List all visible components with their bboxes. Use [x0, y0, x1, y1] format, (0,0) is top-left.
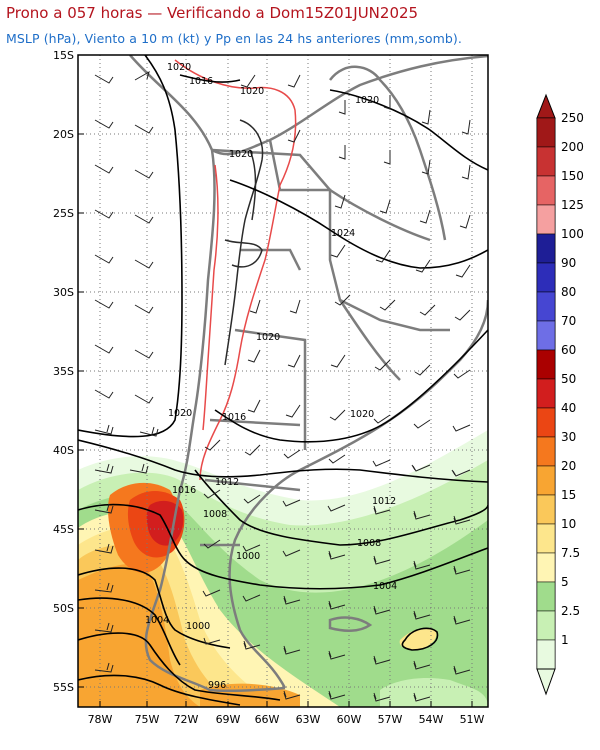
- colorbar-label: 60: [561, 343, 576, 357]
- lat-label: 55S: [53, 681, 74, 694]
- colorbar-label: 50: [561, 372, 576, 386]
- orography-contour: [174, 59, 297, 481]
- colorbar-label: 5: [561, 575, 569, 589]
- lon-label: 63W: [296, 713, 321, 726]
- lon-label: 51W: [460, 713, 485, 726]
- colorbar-swatch: [536, 610, 556, 641]
- lon-label: 60W: [337, 713, 362, 726]
- colorbar-swatch: [536, 262, 556, 293]
- colorbar-label: 70: [561, 314, 576, 328]
- colorbar-label: 150: [561, 169, 584, 183]
- colorbar-swatch: [536, 146, 556, 177]
- colorbar-label: 125: [561, 198, 584, 212]
- isobar-label: 1020: [355, 95, 379, 106]
- colorbar-label: 40: [561, 401, 576, 415]
- colorbar-swatch: [536, 552, 556, 583]
- colorbar-label: 10: [561, 517, 576, 531]
- colorbar-swatch: [536, 639, 556, 670]
- colorbar-label: 80: [561, 285, 576, 299]
- colorbar-swatch: [536, 349, 556, 380]
- isobar-label: 1012: [372, 496, 396, 507]
- colorbar-swatch: [536, 407, 556, 438]
- isobar-label: 1020: [240, 86, 264, 97]
- isobar-label: 1020: [167, 62, 191, 73]
- isobar-label: 1004: [373, 581, 397, 592]
- coastlines-and-borders: [129, 55, 488, 693]
- colorbar-label: 30: [561, 430, 576, 444]
- colorbar-swatch: [536, 204, 556, 235]
- colorbar-swatch: [536, 523, 556, 554]
- isobar-label: 1016: [189, 76, 213, 87]
- colorbar-label: 2.5: [561, 604, 580, 618]
- colorbar-label: 15: [561, 488, 576, 502]
- lat-label: 20S: [53, 128, 74, 141]
- lat-label: 45S: [53, 523, 74, 536]
- colorbar-label: 200: [561, 140, 584, 154]
- colorbar-label: 7.5: [561, 546, 580, 560]
- colorbar-label: 20: [561, 459, 576, 473]
- terrain-contours: [224, 119, 264, 366]
- colorbar-bottom-arrow: [536, 668, 556, 696]
- lon-label: 54W: [419, 713, 444, 726]
- lon-label: 69W: [216, 713, 241, 726]
- lat-label: 30S: [53, 286, 74, 299]
- isobar-label: 1016: [172, 485, 196, 496]
- lon-label: 66W: [255, 713, 280, 726]
- colorbar-label: 100: [561, 227, 584, 241]
- colorbar-label: 90: [561, 256, 576, 270]
- colorbar-swatch: [536, 233, 556, 264]
- colorbar-swatch: [536, 320, 556, 351]
- map-title: Prono a 057 horas — Verificando a Dom15Z…: [6, 4, 419, 22]
- isobar-label: 1008: [203, 509, 227, 520]
- isobar-label: 996: [208, 680, 226, 691]
- isobars: [78, 55, 488, 706]
- isobar-label: 1016: [222, 412, 246, 423]
- isobar-label: 1008: [357, 538, 381, 549]
- map-frame: [77, 54, 489, 708]
- precipitation-colorbar: 250 200 150 125 100 90 80 70 60 50 40 30 20 15 10 7.5 5 2…: [536, 93, 584, 696]
- colorbar-swatch: [536, 436, 556, 467]
- lat-label: 50S: [53, 602, 74, 615]
- colorbar-swatch: [536, 465, 556, 496]
- colorbar-swatch: [536, 581, 556, 612]
- isobar-label: 1004: [145, 615, 169, 626]
- isobar-label: 1020: [350, 409, 374, 420]
- map-subtitle: MSLP (hPa), Viento a 10 m (kt) y Pp en l…: [6, 31, 462, 46]
- isobar-label: 1012: [215, 477, 239, 488]
- colorbar-swatch: [536, 378, 556, 409]
- colorbar-swatch: [536, 494, 556, 525]
- wind-barbs: [94, 70, 471, 702]
- colorbar-swatch: [536, 175, 556, 206]
- colorbar-swatch: [536, 117, 556, 148]
- longitude-axis: 78W 75W 72W 69W 66W 63W 60W 57W 54W 51W: [88, 701, 485, 726]
- lat-label: 15S: [53, 49, 74, 62]
- isobar-label: 1024: [331, 228, 355, 239]
- isobar-label: 1020: [168, 408, 192, 419]
- lon-label: 78W: [88, 713, 113, 726]
- isobar-label: 1000: [236, 551, 260, 562]
- lon-label: 72W: [174, 713, 199, 726]
- isobar-label: 1020: [229, 149, 253, 160]
- lon-label: 75W: [135, 713, 160, 726]
- precipitation-shading: [78, 430, 488, 707]
- isobar-label: 1020: [256, 332, 280, 343]
- latitude-axis: 15S 20S 25S 30S 35S 40S 45S 50S 55S: [53, 49, 84, 694]
- lat-label: 35S: [53, 365, 74, 378]
- lon-label: 57W: [378, 713, 403, 726]
- colorbar-label: 1: [561, 633, 569, 647]
- colorbar-label: 250: [561, 111, 584, 125]
- isobar-label: 1000: [186, 621, 210, 632]
- isobar-labels: 1020 1016 1020 1020 1020 1024 1020 1020 …: [145, 62, 397, 691]
- lat-label: 40S: [53, 444, 74, 457]
- lat-label: 25S: [53, 207, 74, 220]
- colorbar-swatch: [536, 291, 556, 322]
- colorbar-top-arrow: [536, 93, 556, 119]
